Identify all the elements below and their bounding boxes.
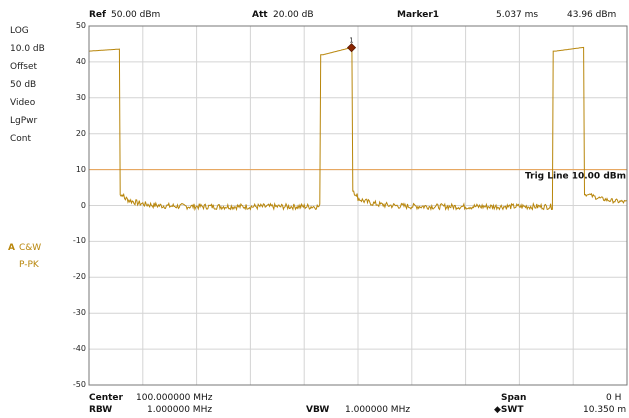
trace-detector: P-PK	[19, 260, 39, 270]
marker-level: 43.96 dBm	[567, 10, 617, 20]
marker-number: 1	[349, 37, 353, 45]
y-tick-label: 10	[75, 164, 86, 174]
marker-1-diamond	[346, 43, 357, 53]
video-label: Video	[10, 98, 36, 108]
y-tick-label: -50	[72, 380, 86, 389]
span-label: Span	[501, 393, 527, 403]
plot-frame	[88, 25, 628, 386]
att-value: 20.00 dB	[273, 10, 314, 20]
trigger-line-label: Trig Line 10.00 dBm	[525, 172, 626, 182]
ref-value: 50.00 dBm	[111, 10, 161, 20]
trace-name: C&W	[19, 243, 42, 253]
trace-letter: A	[8, 243, 15, 253]
marker-time: 5.037 ms	[496, 10, 539, 20]
trace-waveform	[89, 46, 628, 212]
y-tick-label: -10	[72, 236, 86, 246]
swt-value: 10.350 m	[583, 405, 627, 415]
span-value: 0 H	[606, 393, 622, 403]
sweep-mode: Cont	[10, 134, 32, 144]
marker-label: Marker1	[397, 10, 440, 20]
y-tick-label: -40	[72, 344, 86, 354]
y-tick-label: 40	[75, 56, 86, 66]
y-tick-label: 0	[80, 200, 86, 210]
y-tick-label: 20	[75, 128, 86, 138]
vbw-label: VBW	[306, 405, 330, 415]
swt-label: ◆SWT	[494, 405, 524, 415]
scale-div: 10.0 dB	[10, 44, 45, 54]
y-tick-label: 50	[75, 21, 86, 30]
y-tick-label: -30	[72, 308, 86, 318]
grid	[89, 26, 627, 385]
center-value: 100.000000 MHz	[136, 393, 213, 403]
ref-label: Ref	[89, 10, 106, 20]
rbw-label: RBW	[89, 405, 113, 415]
vbw-value: 1.000000 MHz	[345, 405, 411, 415]
video-value: LgPwr	[10, 116, 38, 126]
center-label: Center	[89, 393, 123, 403]
offset-value: 50 dB	[10, 80, 37, 90]
y-tick-label: -20	[72, 272, 86, 282]
rbw-value: 1.000000 MHz	[147, 405, 213, 415]
offset-label: Offset	[10, 62, 38, 72]
y-tick-label: 30	[75, 92, 86, 102]
att-label: Att	[252, 10, 268, 20]
scale-mode: LOG	[10, 26, 29, 36]
